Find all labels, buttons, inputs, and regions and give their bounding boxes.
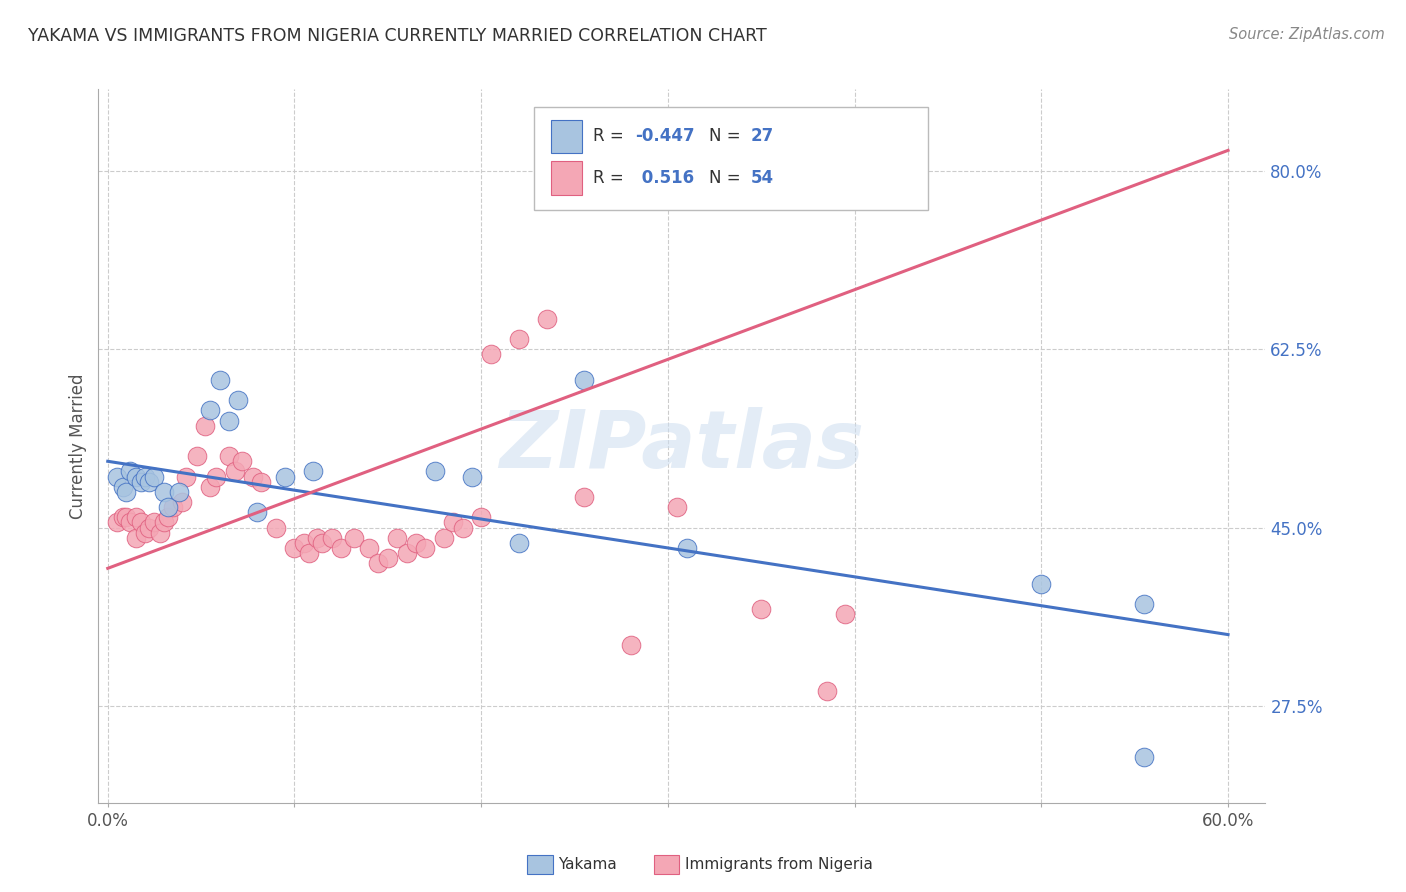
Point (152, 516, 174, 530)
Point (1133, 597, 1156, 611)
Point (377, 551, 399, 566)
Text: 54: 54 (751, 169, 773, 187)
Point (156, 510, 179, 524)
Point (224, 465, 246, 479)
Point (311, 536, 333, 550)
Text: N =: N = (709, 128, 745, 145)
Point (167, 484, 190, 499)
Point (131, 516, 153, 530)
Point (138, 475, 160, 489)
Text: Yakama: Yakama (558, 857, 617, 871)
Text: Immigrants from Nigeria: Immigrants from Nigeria (685, 857, 873, 871)
Point (111, 480, 134, 494)
Point (162, 500, 184, 515)
Point (834, 607, 856, 622)
Point (250, 475, 273, 489)
Point (423, 465, 446, 479)
Text: 0.516: 0.516 (636, 169, 693, 187)
Text: YAKAMA VS IMMIGRANTS FROM NIGERIA CURRENTLY MARRIED CORRELATION CHART: YAKAMA VS IMMIGRANTS FROM NIGERIA CURREN… (28, 27, 766, 45)
Point (200, 403, 222, 417)
Point (172, 495, 194, 509)
Point (508, 332, 530, 346)
Text: 27: 27 (751, 128, 775, 145)
Point (125, 469, 148, 483)
Point (120, 516, 142, 530)
Point (844, 128, 866, 142)
Point (470, 510, 492, 524)
Point (283, 541, 305, 555)
Point (152, 484, 174, 499)
Point (367, 556, 389, 570)
Point (433, 531, 456, 545)
Point (405, 536, 427, 550)
Point (134, 469, 156, 483)
Point (186, 449, 208, 463)
Point (131, 475, 153, 489)
Point (105, 469, 128, 483)
Point (749, 602, 772, 616)
Point (105, 516, 128, 530)
Point (274, 469, 297, 483)
Point (143, 516, 166, 530)
Point (815, 683, 838, 698)
Text: -0.447: -0.447 (636, 128, 695, 145)
Point (572, 373, 595, 387)
Text: R =: R = (593, 169, 630, 187)
Point (218, 413, 240, 427)
Point (138, 520, 160, 534)
Point (231, 454, 253, 468)
Point (441, 516, 464, 530)
Point (321, 531, 343, 545)
Point (479, 347, 502, 361)
Point (246, 505, 269, 519)
Point (572, 490, 595, 504)
Point (156, 500, 179, 515)
Point (174, 469, 197, 483)
Point (218, 449, 240, 463)
Text: N =: N = (709, 169, 745, 187)
Point (1133, 750, 1156, 764)
Point (115, 510, 138, 524)
Text: ZIPatlas: ZIPatlas (499, 407, 865, 485)
Point (330, 541, 353, 555)
Point (125, 510, 148, 524)
Point (385, 531, 408, 545)
Point (242, 469, 264, 483)
Point (395, 546, 418, 560)
Text: R =: R = (593, 128, 630, 145)
Point (619, 638, 641, 652)
Point (264, 520, 287, 534)
Point (134, 525, 156, 540)
Point (536, 311, 558, 326)
Point (359, 541, 381, 555)
Point (343, 531, 366, 545)
Point (143, 469, 166, 483)
Point (675, 541, 697, 555)
Point (111, 510, 134, 524)
Point (115, 484, 138, 499)
Point (205, 469, 228, 483)
Point (305, 531, 328, 545)
Point (200, 480, 222, 494)
Point (125, 531, 148, 545)
Y-axis label: Currently Married: Currently Married (69, 373, 87, 519)
Point (666, 500, 689, 515)
Point (451, 520, 474, 534)
Point (1031, 576, 1053, 591)
Point (292, 536, 315, 550)
Point (508, 536, 530, 550)
Point (120, 465, 142, 479)
Point (461, 469, 484, 483)
Point (413, 541, 436, 555)
Point (149, 525, 172, 540)
Point (298, 546, 321, 560)
Point (208, 373, 231, 387)
Point (228, 393, 250, 408)
Point (302, 465, 325, 479)
Point (194, 418, 217, 433)
Text: Source: ZipAtlas.com: Source: ZipAtlas.com (1229, 27, 1385, 42)
